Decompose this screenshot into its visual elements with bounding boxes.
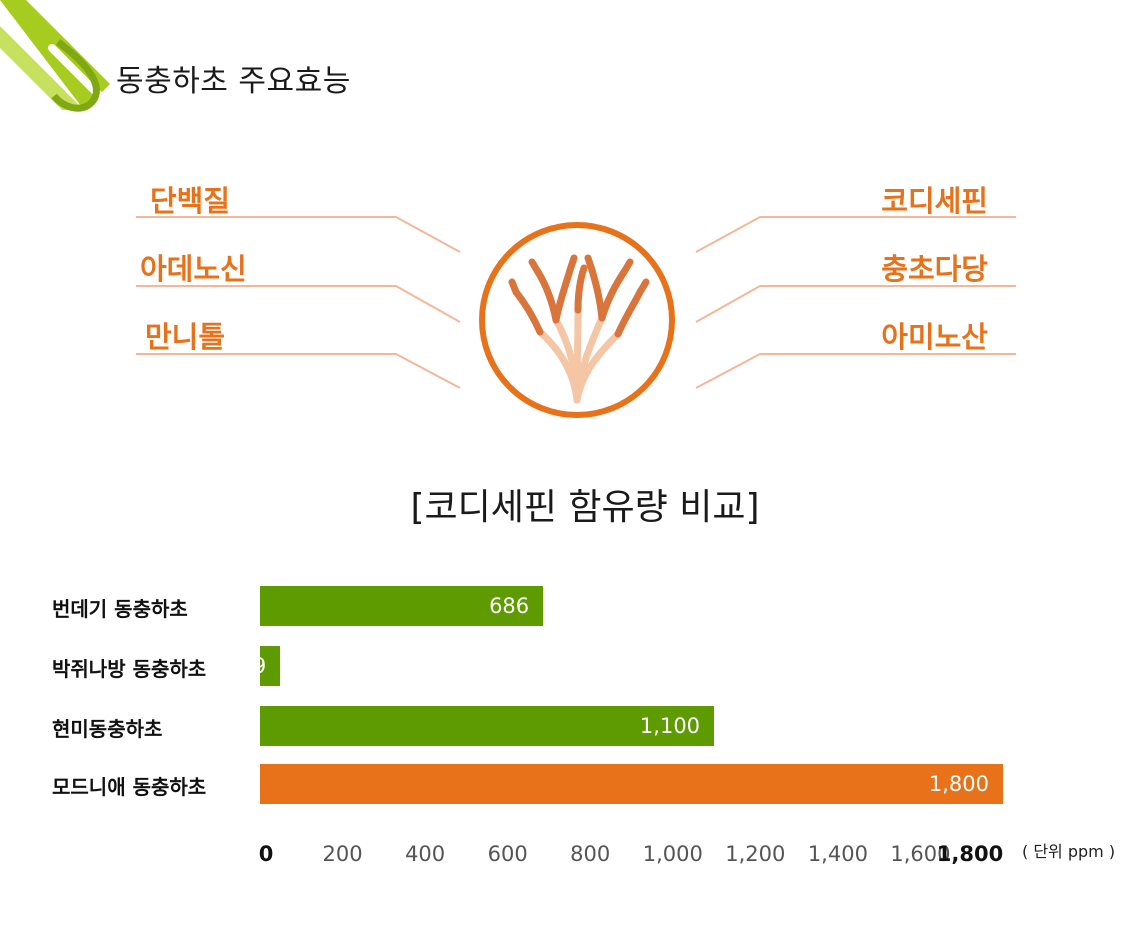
component-right-3: 아미노산 xyxy=(881,320,988,354)
unit-label: ( 단위 ppm ) xyxy=(1022,842,1116,861)
x-tick-label: 1,400 xyxy=(807,842,868,866)
bar: 1,100 xyxy=(260,706,715,746)
category-label: 번데기 동충하초 xyxy=(52,597,188,621)
x-tick-label: 400 xyxy=(405,842,446,866)
component-left-3: 만니톨 xyxy=(145,320,226,354)
bar: 49 xyxy=(239,646,281,686)
category-label: 현미동충하초 xyxy=(52,717,163,741)
category-label: 박쥐나방 동충하초 xyxy=(52,657,207,681)
bar-value-label: 1,100 xyxy=(639,714,701,738)
x-tick-label: 200 xyxy=(322,842,363,866)
components-illustration xyxy=(136,216,1016,418)
component-right-1: 코디세핀 xyxy=(881,184,988,218)
x-tick-label: 1,200 xyxy=(725,842,786,866)
bar-value-label: 49 xyxy=(239,654,267,678)
chart-title: [코디세핀 함유량 비교] xyxy=(410,487,760,528)
x-tick-label: 600 xyxy=(487,842,528,866)
bar: 1,800 xyxy=(260,764,1003,804)
component-left-2: 아데노신 xyxy=(140,252,247,286)
x-tick-label: 800 xyxy=(570,842,611,866)
page-title: 동충하초 주요효능 xyxy=(116,64,351,99)
cordyceps-icon xyxy=(508,254,650,404)
bar: 686 xyxy=(260,586,544,626)
category-label: 모드니애 동충하초 xyxy=(52,775,207,799)
x-tick-label: 1,000 xyxy=(642,842,703,866)
x-tick-label: 0 xyxy=(258,842,274,866)
x-tick-label: 1,800 xyxy=(936,842,1004,866)
bar-value-label: 1,800 xyxy=(928,772,989,796)
brand-logo-mark xyxy=(0,0,110,112)
component-right-2: 충초다당 xyxy=(881,252,988,286)
x-tick-label: 1,600 xyxy=(890,842,951,866)
component-left-1: 단백질 xyxy=(150,184,231,218)
bar-value-label: 686 xyxy=(489,594,530,618)
